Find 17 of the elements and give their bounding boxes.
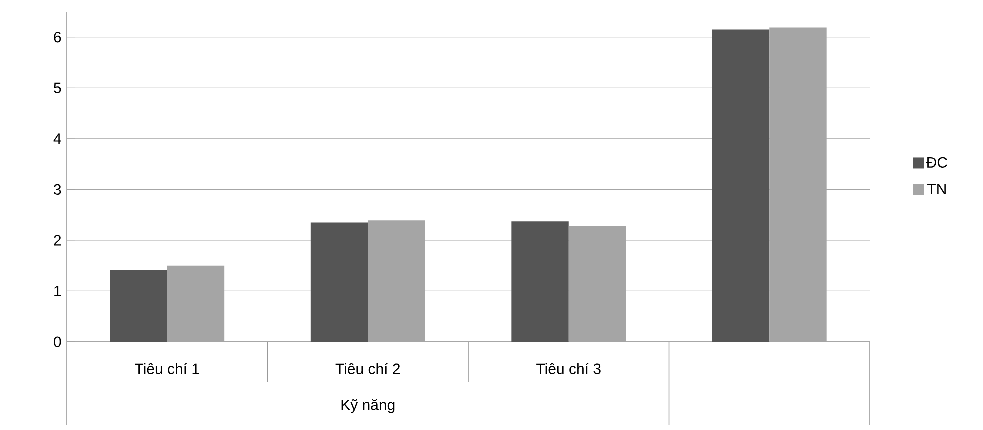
x-axis-title: Kỹ năng [342,399,395,414]
y-tick-label: 1 [54,286,62,296]
bar [512,222,569,342]
bar [310,222,368,342]
legend-label: TN [928,184,946,194]
bar [110,270,168,342]
x-tick-label: Tiêu chí 1 [135,363,200,374]
y-tick-label: 0 [54,336,62,348]
y-tick-label: 5 [54,82,62,94]
x-tick-label: Tiêu chí 3 [536,363,601,374]
y-tick-label: 4 [54,134,62,144]
legend-label: ĐC [926,157,948,168]
y-tick-label: 3 [54,184,62,195]
y-tick-label: 2 [54,235,62,246]
y-tick-label: 6 [54,32,62,43]
bar [712,30,770,342]
x-tick-label: Tiêu chí 2 [336,363,400,374]
